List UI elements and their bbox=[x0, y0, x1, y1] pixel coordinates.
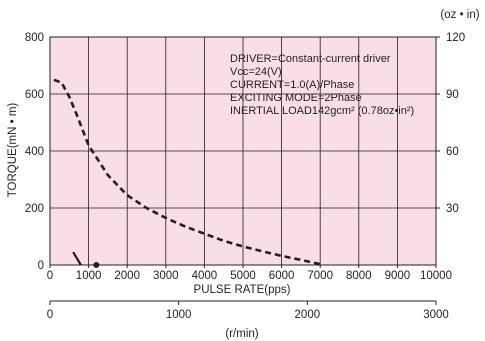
axes bbox=[49, 36, 440, 305]
annotation-block: DRIVER=Constant-current driverVcc=24(V)C… bbox=[230, 53, 414, 117]
annotation-line: Vcc=24(V) bbox=[230, 66, 282, 78]
marker-dot bbox=[93, 262, 100, 268]
y-axis-title: TORQUE(mN • m) bbox=[7, 103, 19, 198]
grid-lines bbox=[50, 37, 436, 265]
annotation-line: EXCITING MODE=2Phase bbox=[230, 92, 362, 104]
secondary-x-tick-label: 0 bbox=[47, 309, 53, 321]
x-tick-label: 5000 bbox=[230, 270, 256, 282]
x-tick-label: 4000 bbox=[192, 270, 218, 282]
right-axis-unit: (oz • in) bbox=[440, 9, 479, 21]
y-tick-label: 800 bbox=[25, 32, 44, 44]
x-tick-label: 6000 bbox=[269, 270, 295, 282]
x-tick-label: 8000 bbox=[346, 270, 372, 282]
series-layer bbox=[53, 78, 321, 268]
x-tick-label: 1000 bbox=[76, 270, 102, 282]
y-tick-label: 200 bbox=[25, 203, 44, 215]
tick-labels: 0 1000 2000 3000 4000 5000 6000 7000 8000 9000 100… bbox=[25, 32, 465, 321]
annotation-line: INERTIAL LOAD142gcm² (0.78oz•in²) bbox=[230, 105, 414, 117]
x-tick-label: 2000 bbox=[114, 270, 140, 282]
x-tick-label: 10000 bbox=[420, 270, 452, 282]
y-tick-label: 400 bbox=[25, 146, 44, 158]
pullout-torque-curve bbox=[53, 78, 321, 266]
annotation-line: DRIVER=Constant-current driver bbox=[230, 53, 391, 65]
right-tick-label: 60 bbox=[446, 146, 459, 158]
right-tick-label: 120 bbox=[446, 32, 465, 44]
right-tick-label: 30 bbox=[446, 203, 459, 215]
x-tick-label: 0 bbox=[47, 270, 53, 282]
x-tick-label: 3000 bbox=[153, 270, 179, 282]
right-tick-label: 90 bbox=[446, 89, 459, 101]
x-tick-label: 9000 bbox=[385, 270, 411, 282]
y-tick-label: 600 bbox=[25, 89, 44, 101]
secondary-x-tick-label: 1000 bbox=[166, 309, 192, 321]
secondary-x-tick-label: 3000 bbox=[423, 309, 449, 321]
start-segment-line bbox=[72, 251, 82, 266]
secondary-x-tick-label: 2000 bbox=[295, 309, 321, 321]
secondary-x-axis-unit: (r/min) bbox=[225, 328, 258, 340]
y-tick-label: 0 bbox=[38, 260, 44, 272]
x-tick-label: 7000 bbox=[307, 270, 333, 282]
annotation-line: CURRENT=1.0(A)/Phase bbox=[230, 79, 354, 91]
x-axis-title: PULSE RATE(pps) bbox=[194, 284, 291, 296]
